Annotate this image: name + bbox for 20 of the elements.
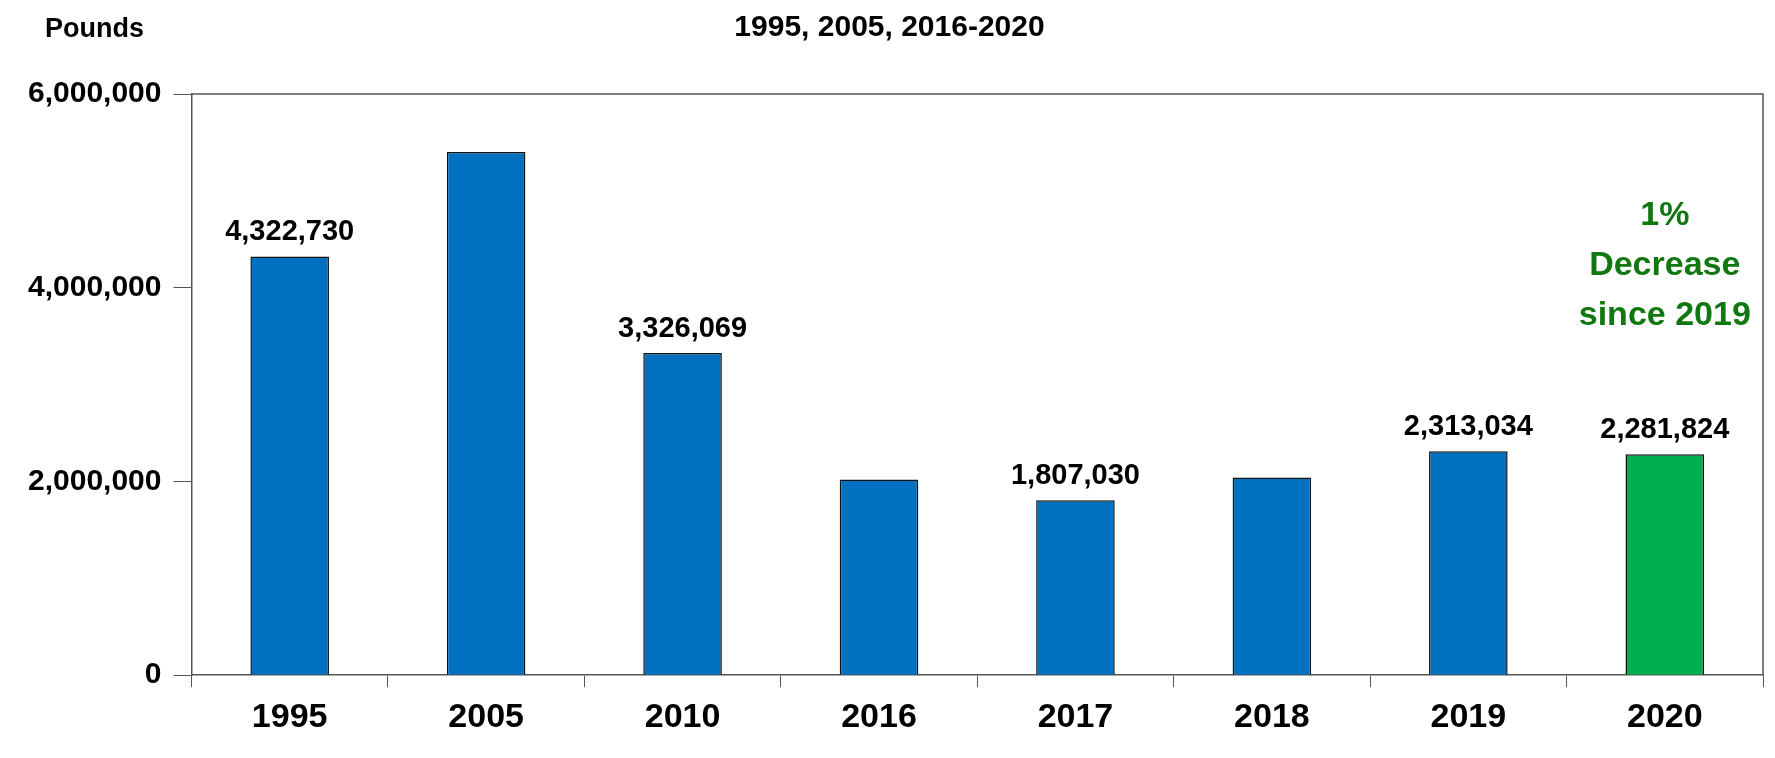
chart-title: 1995, 2005, 2016-2020 [734,9,1045,43]
x-tick-label: 2010 [644,695,721,734]
y-tick-label: 2,000,000 [27,462,162,496]
y-tick-label: 6,000,000 [27,75,162,109]
x-tick-label: 2005 [448,695,524,734]
data-label: 1,807,030 [1010,457,1140,490]
y-axis-title: Pounds [45,13,144,44]
x-tick-label: 2019 [1430,695,1507,734]
x-tick-label: 2018 [1234,695,1310,734]
x-tick-label: 1995 [251,695,328,734]
data-label: 2,313,034 [1403,408,1533,441]
x-tick-label: 2017 [1037,695,1114,734]
data-label: 4,322,730 [225,213,355,246]
x-tick-label: 2016 [841,695,917,734]
data-label: 2,281,824 [1600,411,1730,444]
y-tick-label: 0 [144,656,162,690]
annotation: 1% Decrease since 2019 [1578,194,1751,333]
x-tick-label: 2020 [1626,695,1703,734]
data-label: 3,326,069 [618,310,748,343]
y-tick-label: 4,000,000 [27,269,162,302]
